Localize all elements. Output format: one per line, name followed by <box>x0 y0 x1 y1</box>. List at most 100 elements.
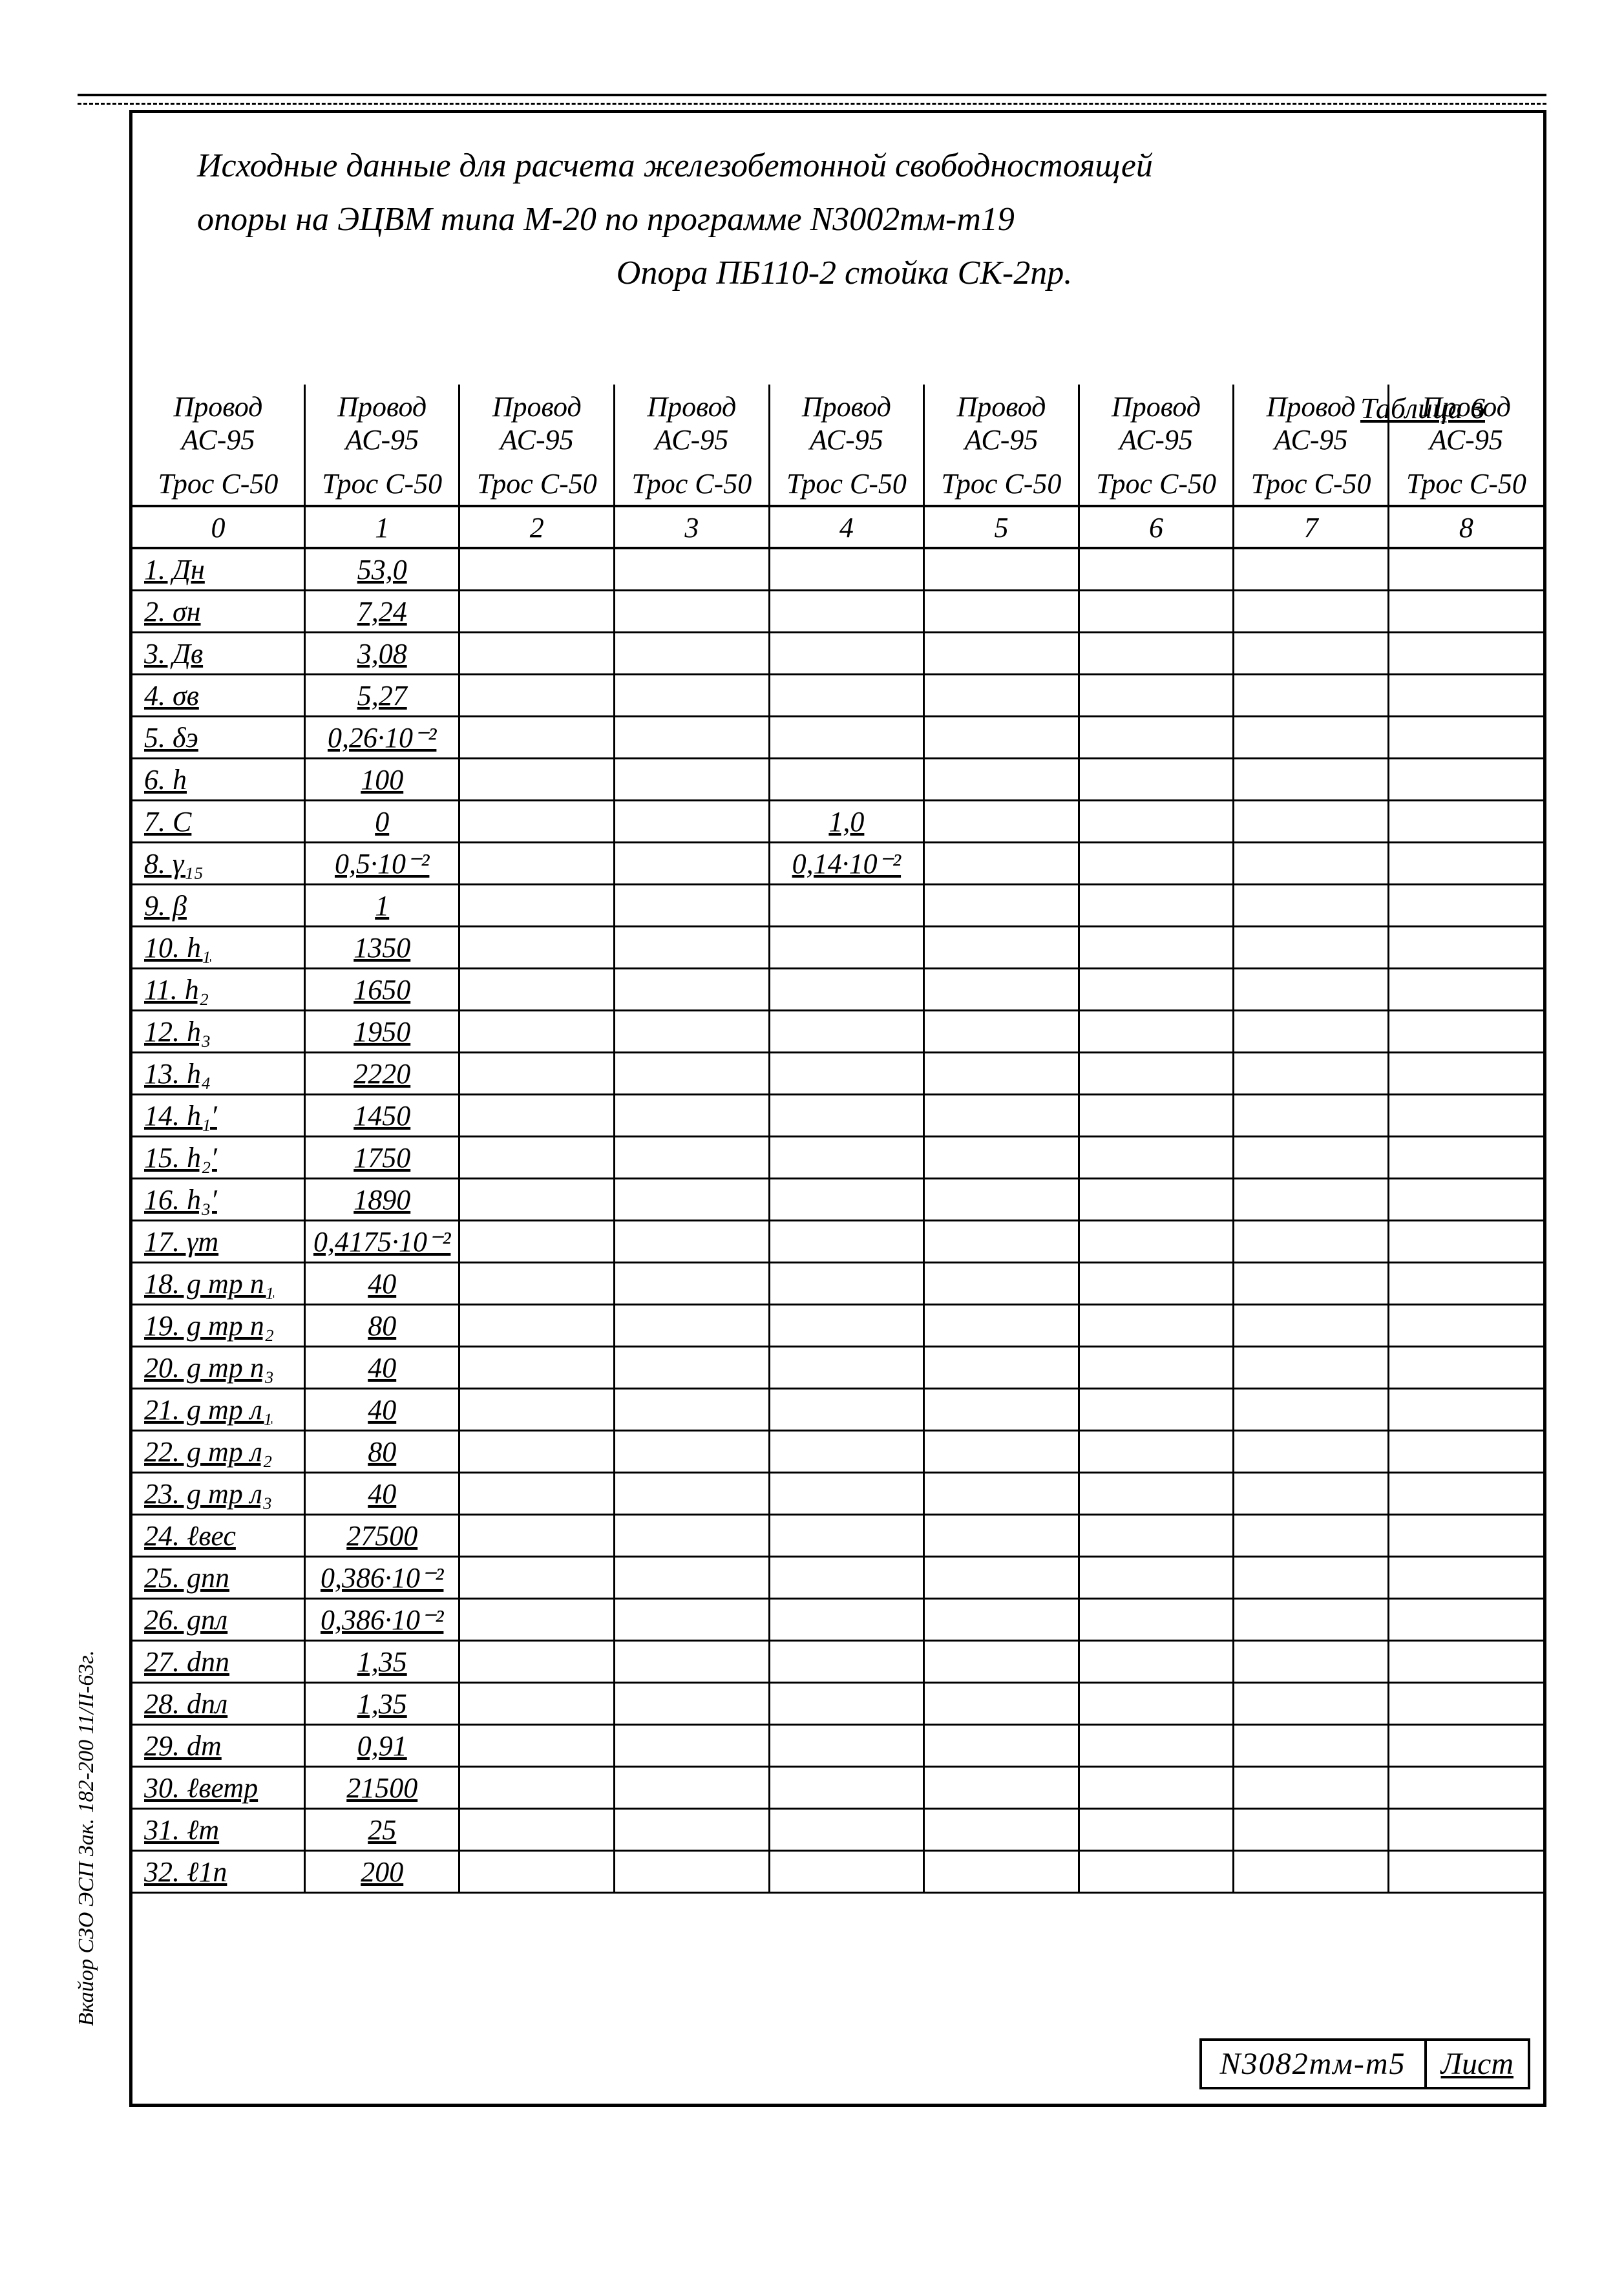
table-cell <box>1079 1640 1234 1682</box>
table-cell <box>1079 674 1234 716</box>
table-cell <box>1234 1430 1389 1472</box>
row-label: 31. ℓт <box>132 1808 304 1850</box>
table-cell <box>924 758 1079 800</box>
table-cell <box>1388 1766 1543 1808</box>
table-row: 20. g тр п₃40 <box>132 1346 1543 1388</box>
table-row: 26. gпл0,386·10⁻² <box>132 1598 1543 1640</box>
table-cell <box>924 884 1079 926</box>
row-label: 8. γ₁₅ <box>132 842 304 884</box>
drawing-frame: Исходные данные для расчета железобетонн… <box>129 110 1546 2107</box>
table-cell <box>1079 1556 1234 1598</box>
row-label: 5. δэ <box>132 716 304 758</box>
table-cell <box>1234 968 1389 1010</box>
table-cell <box>924 1220 1079 1262</box>
table-cell <box>924 842 1079 884</box>
title-block: Исходные данные для расчета железобетонн… <box>132 113 1543 320</box>
table-cell <box>1079 1430 1234 1472</box>
table-row: 11. h₂1650 <box>132 968 1543 1010</box>
table-cell <box>1079 1220 1234 1262</box>
table-row: 4. σв5,27 <box>132 674 1543 716</box>
header-index-cell: 4 <box>769 506 924 548</box>
header-wire-cell: ПроводАС-95 <box>769 385 924 462</box>
header-wire-cell: ПроводАС-95 <box>132 385 304 462</box>
table-cell <box>1234 1556 1389 1598</box>
table-cell <box>459 1178 615 1220</box>
table-cell <box>924 1640 1079 1682</box>
table-row: 21. g тр л₁40 <box>132 1388 1543 1430</box>
row-label: 29. dт <box>132 1724 304 1766</box>
table-cell <box>615 800 770 842</box>
header-row-wire: ПроводАС-95ПроводАС-95ПроводАС-95ПроводА… <box>132 385 1543 462</box>
table-cell <box>1234 1766 1389 1808</box>
table-cell: 0,4175·10⁻² <box>304 1220 459 1262</box>
table-cell: 7,24 <box>304 590 459 632</box>
table-cell <box>615 842 770 884</box>
header-index-cell: 1 <box>304 506 459 548</box>
table-cell <box>1388 1724 1543 1766</box>
table-cell <box>1079 590 1234 632</box>
table-cell <box>615 758 770 800</box>
table-cell <box>1079 632 1234 674</box>
table-row: 8. γ₁₅0,5·10⁻²0,14·10⁻² <box>132 842 1543 884</box>
table-cell <box>1388 590 1543 632</box>
table-cell: 1450 <box>304 1094 459 1136</box>
table-cell <box>769 1640 924 1682</box>
table-cell <box>769 1262 924 1304</box>
table-cell <box>1079 842 1234 884</box>
table-cell <box>924 1052 1079 1094</box>
table-cell <box>615 674 770 716</box>
table-cell <box>1079 926 1234 968</box>
header-cable-cell: Трос С-50 <box>924 462 1079 506</box>
table-cell: 2220 <box>304 1052 459 1094</box>
table-cell <box>1234 1388 1389 1430</box>
title-line-3: Опора ПБ110-2 стойка СК-2пр. <box>197 246 1492 300</box>
table-cell <box>769 1556 924 1598</box>
table-cell <box>1079 968 1234 1010</box>
table-cell: 200 <box>304 1850 459 1892</box>
table-row: 13. h₄2220 <box>132 1052 1543 1094</box>
table-cell <box>615 1766 770 1808</box>
table-row: 31. ℓт25 <box>132 1808 1543 1850</box>
table-cell: 53,0 <box>304 548 459 591</box>
table-cell <box>924 1472 1079 1514</box>
table-cell <box>769 1178 924 1220</box>
table-cell <box>1234 1808 1389 1850</box>
row-label: 3. Дв <box>132 632 304 674</box>
table-cell <box>1234 842 1389 884</box>
table-cell <box>1079 1724 1234 1766</box>
table-cell <box>769 1136 924 1178</box>
table-cell <box>1388 758 1543 800</box>
row-label: 32. ℓ1п <box>132 1850 304 1892</box>
table-cell <box>769 926 924 968</box>
table-row: 5. δэ0,26·10⁻² <box>132 716 1543 758</box>
table-cell <box>459 884 615 926</box>
table-cell <box>615 1346 770 1388</box>
table-cell <box>1234 548 1389 591</box>
header-wire-cell: ПроводАС-95 <box>304 385 459 462</box>
table-row: 22. g тр л₂80 <box>132 1430 1543 1472</box>
row-label: 30. ℓветр <box>132 1766 304 1808</box>
table-row: 24. ℓвес27500 <box>132 1514 1543 1556</box>
table-cell <box>615 1640 770 1682</box>
table-cell <box>769 632 924 674</box>
table-cell <box>1079 1346 1234 1388</box>
table-cell <box>459 1430 615 1472</box>
table-cell <box>615 1220 770 1262</box>
table-cell <box>1234 1136 1389 1178</box>
table-cell <box>1234 632 1389 674</box>
table-cell <box>1234 1850 1389 1892</box>
table-cell: 25 <box>304 1808 459 1850</box>
table-cell <box>1234 1598 1389 1640</box>
table-row: 28. dпл1,35 <box>132 1682 1543 1724</box>
header-index-cell: 6 <box>1079 506 1234 548</box>
table-cell <box>459 1010 615 1052</box>
table-cell <box>924 1514 1079 1556</box>
table-cell <box>615 1094 770 1136</box>
table-cell <box>459 842 615 884</box>
table-cell <box>1079 884 1234 926</box>
table-cell <box>1079 1388 1234 1430</box>
table-row: 30. ℓветр21500 <box>132 1766 1543 1808</box>
table-cell <box>1388 1052 1543 1094</box>
table-cell <box>1388 1850 1543 1892</box>
table-cell <box>1079 1808 1234 1850</box>
